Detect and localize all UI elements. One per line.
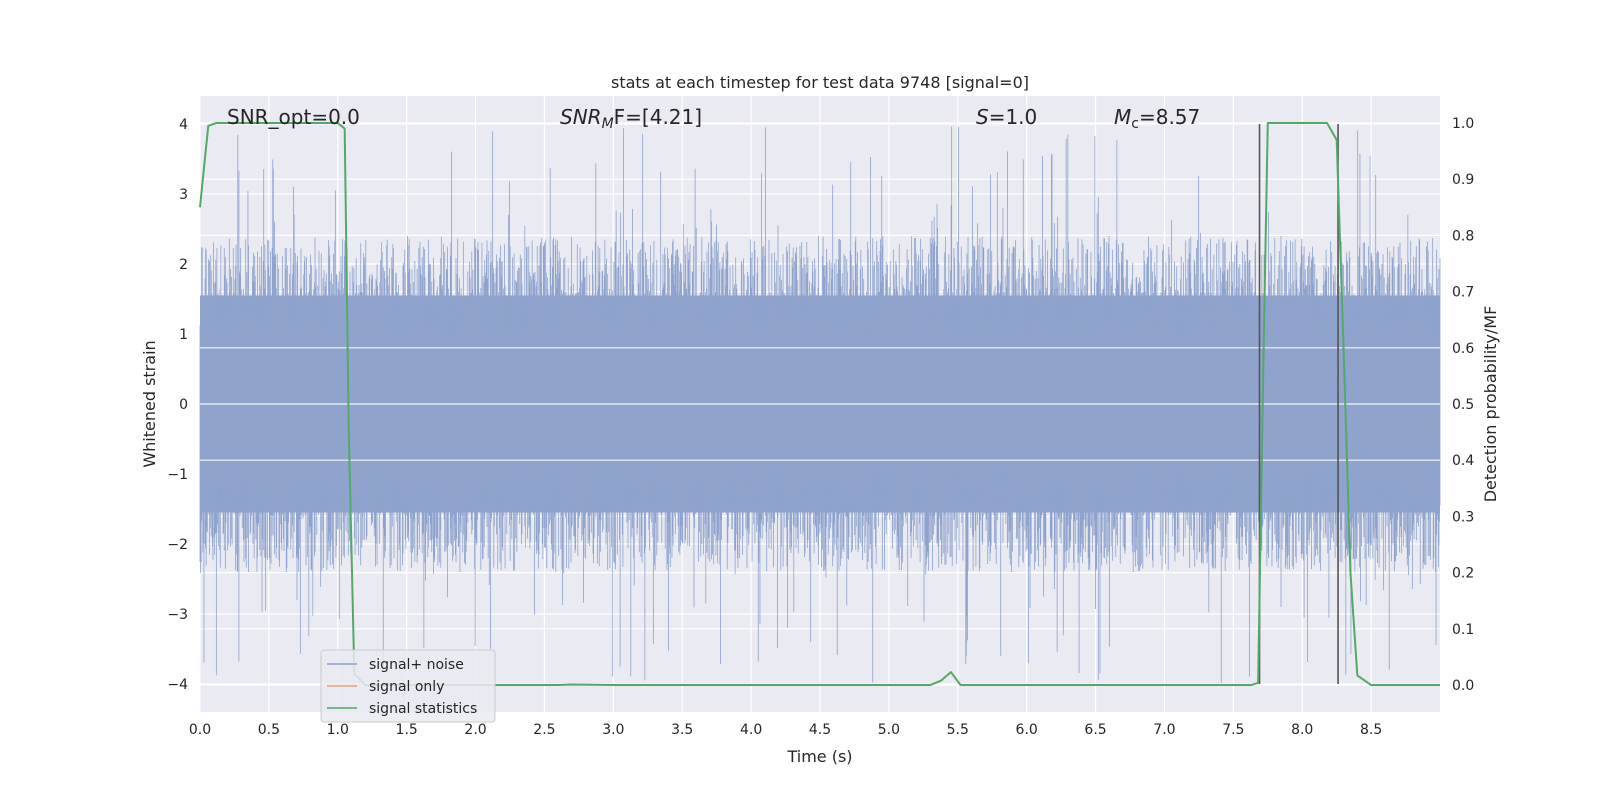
x-tick-label-11: 5.5 (947, 722, 969, 738)
y2-tick-label-7: 0.3 (1452, 509, 1474, 525)
legend-box (320, 649, 496, 723)
y-tick-label-6: −2 (167, 537, 188, 553)
y2-tick-label-0: 1.0 (1452, 116, 1474, 132)
y-tick-label-7: −3 (167, 607, 188, 623)
annotation-s: S=1.0 (976, 105, 1037, 129)
x-tick-label-2: 1.0 (327, 722, 349, 738)
y-tick-label-3: 1 (179, 327, 188, 343)
x-tick-label-1: 0.5 (258, 722, 280, 738)
y2-tick-label-10: 0.0 (1452, 678, 1474, 694)
x-tick-label-5: 2.5 (533, 722, 555, 738)
legend: signal+ noise signal only signal statist… (320, 649, 496, 723)
y2-tick-label-6: 0.4 (1452, 453, 1474, 469)
x-tick-label-9: 4.5 (809, 722, 831, 738)
annotation-mc: Mc=8.57 (1114, 105, 1200, 132)
x-tick-label-12: 6.0 (1016, 722, 1038, 738)
y2-tick-label-2: 0.8 (1452, 228, 1474, 244)
x-tick-label-15: 7.5 (1222, 722, 1244, 738)
y2-tick-label-5: 0.5 (1452, 397, 1474, 413)
y2-tick-label-3: 0.7 (1452, 285, 1474, 301)
y-tick-label-4: 0 (179, 397, 188, 413)
x-tick-label-14: 7.0 (1153, 722, 1175, 738)
y2-tick-labels: 1.0 0.9 0.8 0.7 0.6 0.5 0.4 0.3 0.2 0.1 0.0 (1452, 116, 1474, 694)
x-tick-label-16: 8.0 (1291, 722, 1313, 738)
legend-label-signal-noise: signal+ noise (369, 657, 464, 673)
y-tick-label-2: 2 (179, 257, 188, 273)
chart-title: stats at each timestep for test data 974… (611, 73, 1029, 92)
y-axis-label: Whitened strain (140, 340, 159, 467)
y-tick-label-1: 3 (179, 187, 188, 203)
y-tick-label-8: −4 (167, 677, 188, 693)
y-tick-labels: 4 3 2 1 0 −1 −2 −3 −4 (167, 117, 188, 693)
x-tick-label-10: 5.0 (878, 722, 900, 738)
x-tick-labels: 0.0 0.5 1.0 1.5 2.0 2.5 3.0 3.5 4.0 4.5 5.0 5.5 6.0 6… (189, 722, 1382, 738)
y2-tick-label-9: 0.1 (1452, 622, 1474, 638)
legend-label-signal-statistics: signal statistics (369, 701, 477, 717)
signal-statistics-line (199, 121, 1440, 687)
x-tick-label-0: 0.0 (189, 722, 211, 738)
legend-label-signal-only: signal only (369, 679, 444, 695)
annotation-snr-opt: SNR_opt=0.0 (227, 105, 360, 129)
x-axis-label: Time (s) (786, 747, 852, 766)
y2-tick-label-1: 0.9 (1452, 172, 1474, 188)
y2-tick-label-4: 0.6 (1452, 341, 1474, 357)
y2-axis-label: Detection probability/MF (1481, 306, 1500, 503)
x-tick-label-3: 1.5 (396, 722, 418, 738)
y2-tick-label-8: 0.2 (1452, 566, 1474, 582)
y-tick-label-0: 4 (179, 117, 188, 133)
signal-noise-series (199, 126, 1441, 684)
x-tick-label-17: 8.5 (1360, 722, 1382, 738)
y-tick-label-5: −1 (167, 467, 188, 483)
signal-statistics-series (199, 121, 1440, 687)
x-tick-label-4: 2.0 (464, 722, 486, 738)
x-tick-label-13: 6.5 (1084, 722, 1106, 738)
x-tick-label-7: 3.5 (671, 722, 693, 738)
noise-trace (199, 126, 1441, 684)
annotation-snr-mf: SNRMF=[4.21] (560, 105, 702, 132)
x-tick-label-6: 3.0 (602, 722, 624, 738)
x-tick-label-8: 4.0 (740, 722, 762, 738)
